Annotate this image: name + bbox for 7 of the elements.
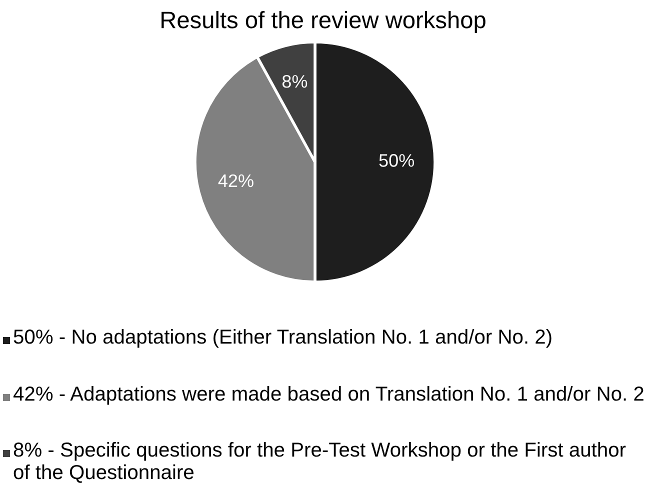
legend-label: 42% - Adaptations were made based on Translation No. 1 and/or No. 2 [13,386,644,405]
data-label: 8% [282,75,308,88]
chart-title: Results of the review workshop [162,10,486,34]
data-label: 42% [218,174,254,188]
data-label: 50% [379,154,414,167]
legend-label: 50% - No adaptations (Either Translation No. 1 and/or No. 2) [14,329,552,348]
legend-label: 8% - Specific questions for the Pre-Test Workshop or the First author of the Questionnaire [14,442,626,483]
